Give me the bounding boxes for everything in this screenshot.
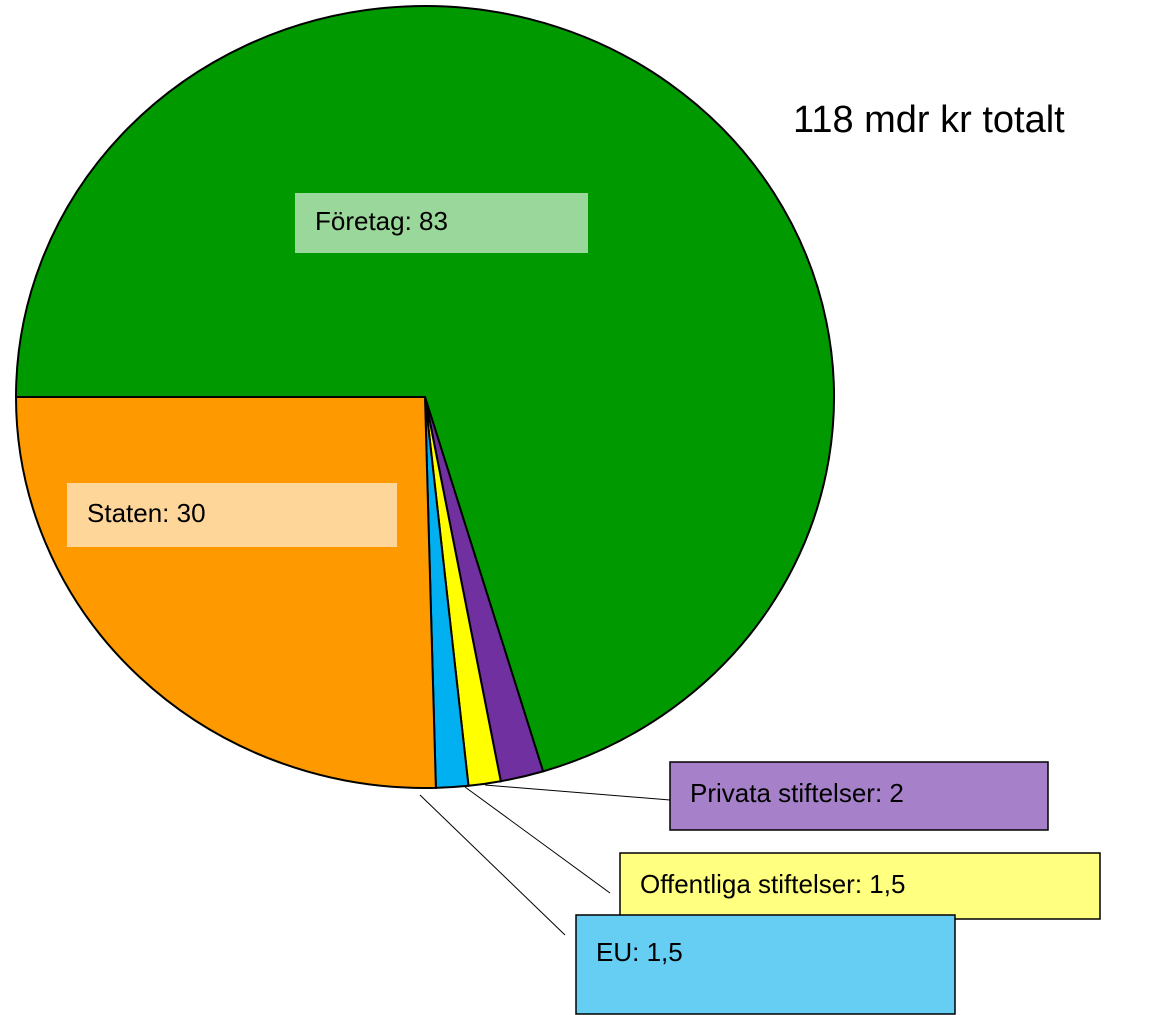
data-label: Staten: 30 xyxy=(87,498,206,528)
leader-line xyxy=(484,784,671,801)
pie-slice xyxy=(14,396,437,789)
annotation: 118 mdr kr totalt xyxy=(793,99,1065,141)
data-label: Företag: 83 xyxy=(315,206,448,236)
data-label: Offentliga stiftelser: 1,5 xyxy=(640,869,905,899)
leader-line xyxy=(419,794,566,936)
leader-line xyxy=(464,786,611,894)
label-box xyxy=(669,761,1049,831)
data-label: EU: 1,5 xyxy=(596,937,683,967)
data-label: Privata stiftelser: 2 xyxy=(690,778,904,808)
label-box xyxy=(67,483,397,547)
pie-slice xyxy=(14,5,835,773)
label-box xyxy=(575,914,956,1015)
label-box xyxy=(295,193,588,253)
